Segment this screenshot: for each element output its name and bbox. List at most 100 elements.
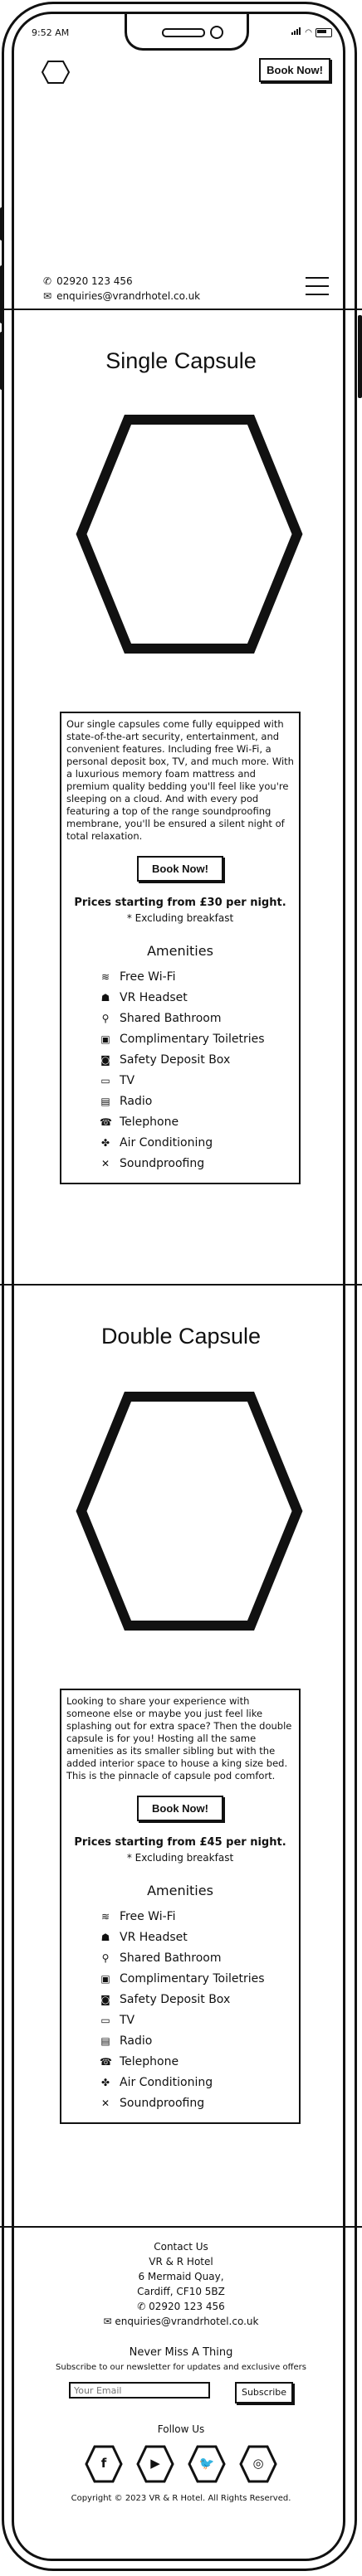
amenity-item: ▭ TV (100, 2010, 294, 2031)
mail-icon: ✉ (43, 290, 52, 302)
shower-icon: ⚲ (101, 1952, 110, 1964)
amenity-label: Soundproofing (120, 1157, 205, 1170)
header-email: enquiries@vrandrhotel.co.uk (56, 290, 201, 302)
amenity-label: Complimentary Toiletries (120, 1033, 265, 1046)
safe-icon: ◙ (100, 1054, 110, 1066)
amenity-label: TV (120, 1074, 135, 1087)
newsletter-form: Subscribe (0, 2382, 362, 2403)
amenity-item: ✕ Soundproofing (100, 2093, 294, 2114)
price-note: * Excluding breakfast (126, 1852, 234, 1864)
vr-headset-icon: ☗ (100, 992, 110, 1004)
newsletter-email-input[interactable] (68, 2382, 210, 2399)
wifi-status-icon: ◠ (305, 28, 312, 37)
room-price: Prices starting from £45 per night. (74, 1836, 286, 1849)
room-image-hexagon (76, 415, 303, 654)
battery-icon (316, 28, 332, 37)
amenity-label: Shared Bathroom (120, 1951, 222, 1965)
subscribe-button[interactable]: Subscribe (234, 2382, 294, 2403)
toiletries-icon: ▣ (100, 1973, 110, 1985)
status-time: 9:52 AM (32, 27, 70, 38)
amenity-label: Safety Deposit Box (120, 1993, 231, 2006)
amenity-label: Telephone (120, 1115, 179, 1129)
amenity-item: ⚲ Shared Bathroom (100, 1948, 294, 1969)
footer-email-row[interactable]: ✉ enquiries@vrandrhotel.co.uk (0, 2314, 362, 2329)
amenity-item: ☗ VR Headset (100, 988, 294, 1009)
amenity-label: Shared Bathroom (120, 1012, 222, 1025)
book-now-button[interactable]: Book Now! (137, 1796, 223, 1821)
amenity-label: Complimentary Toiletries (120, 1972, 265, 1985)
youtube-icon[interactable]: ▶ (136, 2445, 174, 2483)
amenity-item: ✕ Soundproofing (100, 1154, 294, 1174)
amenity-item: ✤ Air Conditioning (100, 1133, 294, 1154)
mute-icon: ✕ (100, 2097, 110, 2109)
follow-title: Follow Us (157, 2423, 205, 2435)
room-card: Looking to share your experience with so… (60, 1689, 301, 2124)
header-email-row[interactable]: ✉ enquiries@vrandrhotel.co.uk (43, 289, 200, 304)
room-image-hexagon (76, 1392, 303, 1631)
header-book-button[interactable]: Book Now! (259, 58, 330, 82)
price-note: * Excluding breakfast (126, 912, 234, 924)
amenity-label: TV (120, 2014, 135, 2027)
room-title: Single Capsule (105, 348, 257, 373)
phone-screen (12, 12, 345, 2561)
footer-address-line: VR & R Hotel (149, 2256, 213, 2267)
footer-address-line: Cardiff, CF10 5BZ (137, 2286, 225, 2297)
amenity-item: ▣ Complimentary Toiletries (100, 1969, 294, 1990)
telephone-icon: ☎ (100, 2056, 112, 2068)
camera (210, 26, 223, 39)
notch (125, 14, 249, 51)
book-now-button[interactable]: Book Now! (137, 856, 223, 882)
amenity-item: ◙ Safety Deposit Box (100, 1990, 294, 2010)
speaker (162, 28, 205, 37)
logo-hexagon-icon[interactable] (42, 60, 70, 85)
room-price: Prices starting from £30 per night. (74, 897, 286, 909)
copyright: Copyright © 2023 VR & R Hotel. All Right… (71, 2494, 291, 2503)
amenity-item: ▣ Complimentary Toiletries (100, 1029, 294, 1050)
amenity-item: ▤ Radio (100, 1091, 294, 1112)
footer-phone-row[interactable]: ✆ 02920 123 456 (0, 2299, 362, 2314)
amenity-item: ⚲ Shared Bathroom (100, 1009, 294, 1029)
footer-phone: 02920 123 456 (149, 2301, 225, 2312)
amenity-label: Soundproofing (120, 2097, 205, 2110)
toiletries-icon: ▣ (100, 1033, 110, 1045)
amenity-label: Radio (120, 1095, 153, 1108)
phone-icon: ✆ (137, 2301, 149, 2312)
tv-icon: ▭ (100, 1075, 110, 1086)
room-card: Our single capsules come fully equipped … (60, 712, 301, 1184)
amenity-label: Air Conditioning (120, 2076, 213, 2089)
amenity-label: VR Headset (120, 1931, 188, 1944)
amenity-label: Free Wi-Fi (120, 1910, 176, 1923)
amenities-list: ≋ Free Wi-Fi ☗ VR Headset ⚲ Shared Bathroom ▣ C… (66, 967, 294, 1174)
shower-icon: ⚲ (101, 1013, 110, 1024)
amenities-title: Amenities (147, 1883, 213, 1898)
phone-icon: ✆ (43, 275, 52, 287)
amenity-item: ☎ Telephone (100, 2052, 294, 2073)
twitter-icon[interactable]: 🐦 (188, 2445, 226, 2483)
menu-icon[interactable] (306, 277, 329, 302)
social-links: f ▶ 🐦 ◎ (0, 2445, 362, 2483)
phone-power-button (358, 315, 362, 398)
mail-icon: ✉ (103, 2316, 115, 2327)
amenities-title: Amenities (147, 943, 213, 959)
safe-icon: ◙ (100, 1994, 110, 2005)
newsletter-title: Never Miss A Thing (129, 2346, 233, 2359)
header-phone: 02920 123 456 (56, 275, 133, 287)
header-phone-row[interactable]: ✆ 02920 123 456 (43, 274, 200, 289)
amenity-item: ≋ Free Wi-Fi (100, 967, 294, 988)
phone-volume-up (0, 265, 4, 323)
mute-icon: ✕ (100, 1158, 110, 1169)
footer-email: enquiries@vrandrhotel.co.uk (115, 2316, 259, 2327)
amenity-label: Safety Deposit Box (120, 1053, 231, 1067)
status-icons: ◠ (291, 27, 332, 37)
room-description: Looking to share your experience with so… (66, 1695, 292, 1781)
facebook-icon[interactable]: f (85, 2445, 123, 2483)
amenity-item: ✤ Air Conditioning (100, 2073, 294, 2093)
header-contact: ✆ 02920 123 456 ✉ enquiries@vrandrhotel.… (43, 274, 200, 304)
wifi-icon: ≋ (100, 1911, 110, 1922)
divider (0, 2226, 362, 2228)
amenity-item: ≋ Free Wi-Fi (100, 1907, 294, 1927)
amenity-item: ☗ VR Headset (100, 1927, 294, 1948)
radio-icon: ▤ (100, 1096, 110, 1107)
instagram-icon[interactable]: ◎ (239, 2445, 277, 2483)
amenity-item: ▤ Radio (100, 2031, 294, 2052)
